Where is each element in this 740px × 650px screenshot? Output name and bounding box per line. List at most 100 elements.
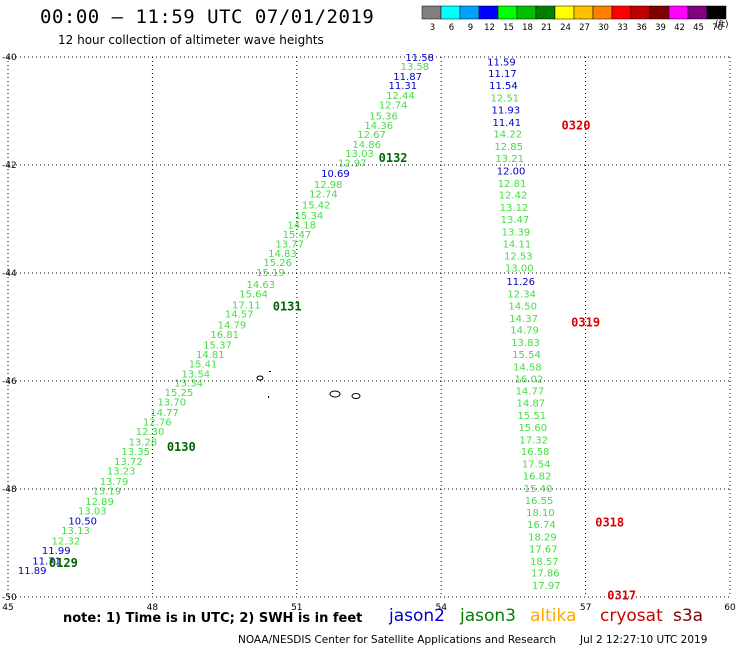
swh-value: 12.51 <box>491 94 520 105</box>
swh-value: 18.57 <box>530 557 559 568</box>
pass-label: 0132 <box>379 151 408 165</box>
pass-label: 0317 <box>607 588 636 602</box>
page-subtitle: 12 hour collection of altimeter wave hei… <box>58 33 324 47</box>
x-tick-label: 48 <box>147 603 159 613</box>
swh-value: 13.34 <box>174 379 203 390</box>
x-tick-label: 60 <box>724 603 736 613</box>
swh-value: 13.77 <box>275 239 304 250</box>
colorbar-label: 27 <box>579 23 590 33</box>
swh-value: 12.32 <box>52 536 81 547</box>
swh-value: 11.58 <box>405 53 434 64</box>
swh-value: 15.19 <box>256 268 285 279</box>
island-outline <box>329 390 341 398</box>
colorbar-swatch <box>535 5 556 20</box>
swh-value: 12.00 <box>497 166 526 177</box>
swh-value: 12.98 <box>314 180 343 191</box>
track-0132: 11.5813.5811.8711.3112.4412.7415.3614.36… <box>256 53 434 279</box>
colorbar-unit: (ft) <box>715 20 729 30</box>
swh-value: 15.60 <box>518 423 547 434</box>
colorbar-label: 70 <box>712 23 723 33</box>
swh-value: 13.19 <box>92 487 121 498</box>
pass-label: 0131 <box>273 299 302 313</box>
island-outline <box>256 375 264 381</box>
swh-value: 13.35 <box>121 447 150 458</box>
swh-value: 15.41 <box>189 360 218 371</box>
swh-value: 17.67 <box>529 544 558 555</box>
swh-value: 16.74 <box>527 520 556 531</box>
swh-value: 10.50 <box>68 516 97 527</box>
swh-values: 11.5813.5811.8711.3112.4412.7415.3614.36… <box>18 53 561 592</box>
swh-value: 12.74 <box>309 190 338 201</box>
pass-time-labels: 0132 0131 0130 0129 0320 0319 0318 0317 <box>49 119 636 603</box>
y-tick-label: -50 <box>2 593 17 603</box>
swh-value: 16.82 <box>523 472 552 483</box>
swh-value: 17.32 <box>519 435 548 446</box>
colorbar-swatch <box>687 5 708 20</box>
swh-value: 14.57 <box>225 310 254 321</box>
map-grid <box>7 56 731 598</box>
swh-value: 11.59 <box>487 57 516 68</box>
swh-value: 15.37 <box>203 340 232 351</box>
swh-value: 13.03 <box>78 507 107 518</box>
colorbar-swatch <box>706 5 727 20</box>
x-tick-label: 45 <box>2 603 13 613</box>
swh-value: 15.47 <box>283 230 312 241</box>
swh-value: 14.50 <box>508 301 537 312</box>
swh-value: 12.34 <box>507 290 536 301</box>
colorbar-swatch <box>421 5 442 20</box>
swh-value: 13.00 <box>505 264 534 275</box>
footer-timestamp: Jul 2 12:27:10 UTC 2019 <box>580 634 708 646</box>
y-tick-label: -44 <box>2 269 17 279</box>
swh-value: 14.77 <box>150 408 179 419</box>
swh-value: 12.74 <box>379 101 408 112</box>
swh-value: 13.70 <box>157 398 186 409</box>
swh-value: 14.58 <box>513 362 542 373</box>
swh-value: 13.23 <box>107 467 136 478</box>
swh-value: 15.54 <box>512 350 541 361</box>
pass-label: 0319 <box>571 316 600 330</box>
swh-value: 12.67 <box>357 130 386 141</box>
colorbar-label: 6 <box>449 23 454 33</box>
colorbar-label: 12 <box>484 23 495 33</box>
colorbar-swatch <box>573 5 594 20</box>
swh-value: 15.34 <box>295 211 324 222</box>
swh-value: 12.30 <box>136 427 165 438</box>
swh-value: 11.31 <box>388 81 417 92</box>
swh-value: 17.54 <box>522 460 551 471</box>
footer-note: note: 1) Time is in UTC; 2) SWH is in fe… <box>63 611 363 626</box>
color-scale-bar: 3 6 9 12 15 18 21 24 27 30 33 36 39 42 45 70 <box>421 5 727 33</box>
legend-jason3: jason3 <box>460 606 516 626</box>
swh-value: 16.02 <box>515 374 544 385</box>
colorbar-label: 45 <box>693 23 704 33</box>
colorbar-swatch <box>649 5 670 20</box>
swh-value: 17.97 <box>532 581 561 592</box>
track-0130: 15.2513.7014.7712.7612.3013.2813.3513.72… <box>78 388 193 518</box>
track-0131: 14.6315.6417.1114.5714.7916.8115.3714.81… <box>174 280 275 390</box>
pass-label: 0320 <box>562 119 591 133</box>
swh-value: 14.63 <box>246 280 275 291</box>
colorbar-label: 24 <box>560 23 571 33</box>
colorbar-swatch <box>516 5 537 20</box>
swh-value: 14.37 <box>509 314 538 325</box>
swh-value: 11.54 <box>489 81 518 92</box>
swh-value: 15.42 <box>302 200 331 211</box>
swh-value: 17.11 <box>232 300 261 311</box>
swh-value: 16.55 <box>525 496 554 507</box>
swh-value: 14.79 <box>218 320 247 331</box>
legend-jason2: jason2 <box>389 606 445 626</box>
swh-value: 11.17 <box>488 69 517 80</box>
colorbar-swatch <box>459 5 480 20</box>
colorbar-label: 21 <box>541 23 552 33</box>
swh-value: 13.13 <box>61 526 90 537</box>
colorbar-label: 39 <box>655 23 666 33</box>
swh-value: 11.99 <box>42 546 71 557</box>
swh-value: 15.40 <box>524 484 553 495</box>
swh-value: 18.10 <box>526 508 555 519</box>
axis-tick-labels: 45 48 51 54 57 60 -40 -42 -44 -46 -48 -50 <box>2 53 736 613</box>
swh-value: 14.79 <box>510 326 539 337</box>
swh-value: 14.11 <box>503 239 532 250</box>
swh-value: 14.81 <box>196 350 225 361</box>
